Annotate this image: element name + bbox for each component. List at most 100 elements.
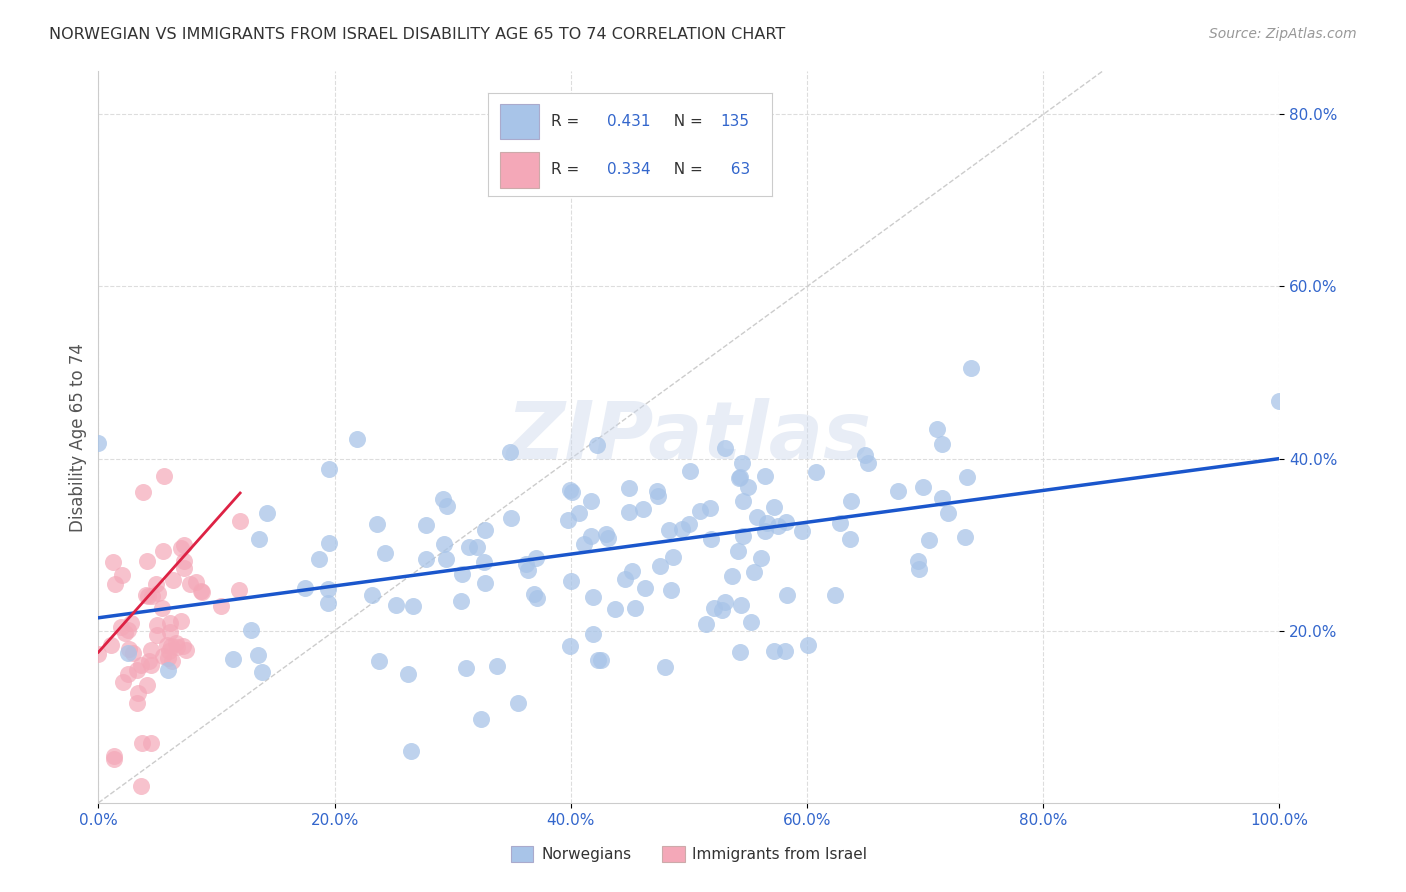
Point	[728, 645, 751, 659]
Point	[824, 588, 846, 602]
Point	[191, 584, 214, 599]
Point	[367, 654, 389, 668]
Point	[184, 574, 207, 589]
Point	[122, 646, 145, 660]
Point	[152, 649, 174, 664]
Point	[141, 643, 163, 657]
Point	[294, 581, 316, 595]
Point	[465, 541, 488, 555]
Point	[103, 576, 125, 591]
Point	[366, 517, 388, 532]
Point	[474, 555, 496, 569]
Point	[631, 502, 654, 516]
Point	[647, 489, 669, 503]
Point	[451, 566, 474, 581]
Point	[117, 623, 139, 637]
Point	[152, 543, 174, 558]
Point	[222, 652, 245, 666]
Point	[229, 514, 252, 528]
Point	[173, 554, 195, 568]
Point	[714, 441, 737, 455]
Point	[399, 744, 422, 758]
Point	[135, 554, 157, 568]
Point	[169, 541, 191, 555]
Point	[256, 506, 278, 520]
Point	[166, 640, 188, 655]
Point	[749, 551, 772, 566]
Point	[721, 569, 744, 583]
Point	[931, 437, 953, 451]
Point	[190, 583, 212, 598]
Point	[766, 519, 789, 533]
Point	[955, 530, 977, 544]
Point	[745, 510, 768, 524]
Point	[450, 594, 472, 608]
Point	[856, 456, 879, 470]
Point	[101, 555, 124, 569]
Point	[560, 483, 582, 498]
Point	[853, 448, 876, 462]
Point	[374, 546, 396, 560]
Point	[153, 468, 176, 483]
Point	[415, 517, 437, 532]
Point	[454, 661, 477, 675]
Point	[918, 533, 941, 547]
Point	[679, 464, 702, 478]
Point	[634, 581, 657, 595]
Point	[131, 736, 153, 750]
Point	[911, 480, 934, 494]
Point	[689, 504, 711, 518]
Point	[589, 653, 612, 667]
Point	[316, 582, 339, 597]
Point	[558, 640, 581, 654]
Point	[908, 561, 931, 575]
Point	[360, 589, 382, 603]
Point	[699, 501, 721, 516]
Point	[790, 524, 813, 539]
Point	[773, 644, 796, 658]
Point	[103, 748, 125, 763]
Point	[959, 360, 981, 375]
Point	[87, 436, 110, 450]
Point	[728, 470, 751, 484]
Point	[470, 712, 492, 726]
Point	[515, 557, 537, 571]
Point	[714, 595, 737, 609]
Point	[474, 575, 496, 590]
Point	[318, 535, 340, 549]
Point	[742, 565, 765, 579]
Point	[703, 600, 725, 615]
Point	[138, 654, 160, 668]
Point	[136, 590, 159, 604]
Point	[754, 469, 776, 483]
Point	[145, 576, 167, 591]
Point	[415, 552, 437, 566]
Point	[841, 493, 863, 508]
Point	[499, 511, 522, 525]
Point	[150, 601, 173, 615]
Point	[524, 550, 547, 565]
Point	[605, 602, 627, 616]
Point	[755, 516, 778, 531]
Point	[557, 513, 579, 527]
Point	[731, 456, 754, 470]
Point	[165, 636, 187, 650]
Point	[474, 523, 496, 537]
Point	[156, 638, 179, 652]
Point	[346, 433, 368, 447]
Point	[582, 590, 605, 604]
Point	[907, 554, 929, 568]
Point	[132, 485, 155, 500]
Point	[596, 531, 619, 545]
Point	[582, 627, 605, 641]
Point	[754, 524, 776, 539]
Point	[936, 506, 959, 520]
Point	[699, 533, 721, 547]
Point	[830, 516, 852, 530]
Point	[561, 485, 583, 500]
Point	[87, 647, 110, 661]
Point	[740, 615, 762, 629]
Point	[114, 626, 136, 640]
Point	[141, 589, 163, 603]
Point	[804, 465, 827, 479]
